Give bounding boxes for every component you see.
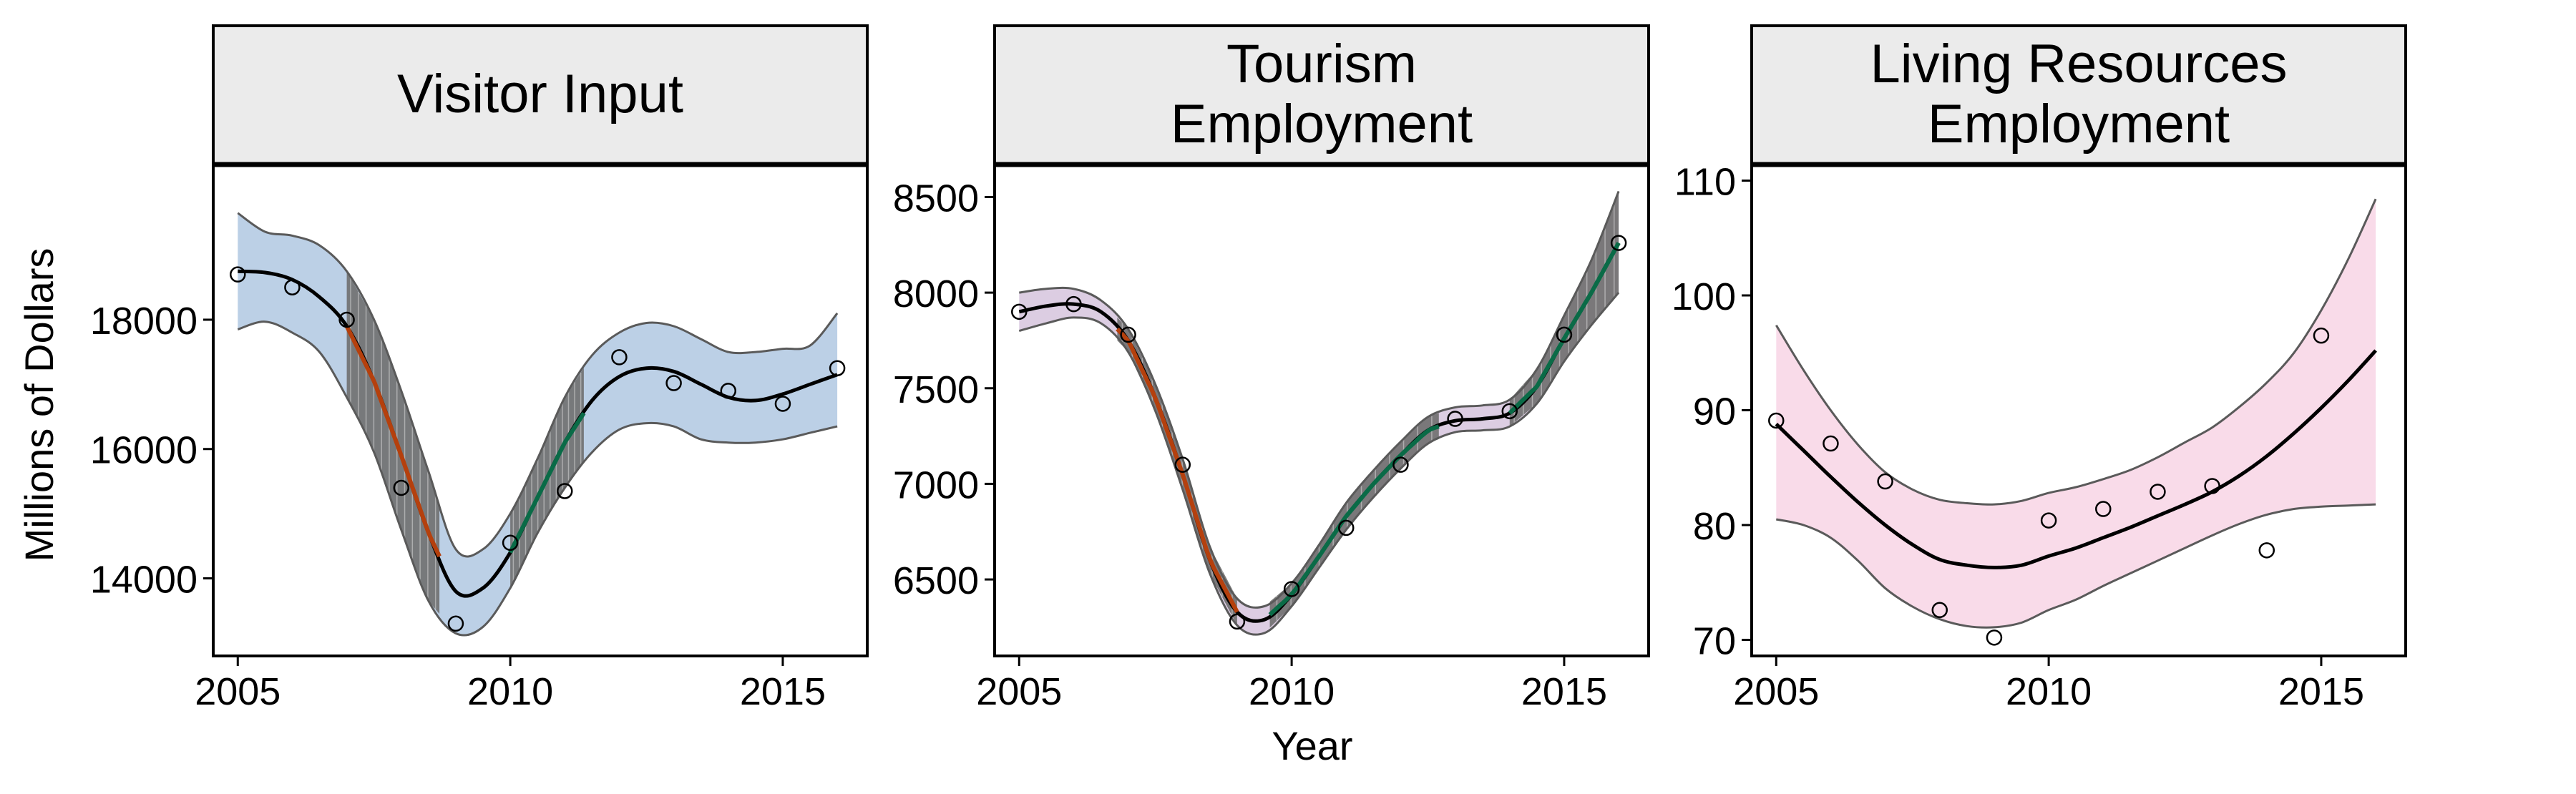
data-point — [2095, 501, 2112, 517]
x-tick-label: 2015 — [2278, 670, 2364, 713]
facet-strip — [1750, 24, 2407, 166]
x-tick-label: 2005 — [195, 670, 280, 713]
data-point — [502, 534, 519, 552]
data-point — [774, 396, 791, 412]
band-lower-edge — [1775, 503, 2376, 629]
y-tick-label: 8500 — [893, 177, 979, 220]
facet-title: Employment — [1171, 94, 1473, 155]
data-point — [1120, 326, 1136, 343]
data-point — [1556, 326, 1573, 343]
data-point — [829, 360, 846, 376]
data-point — [2258, 542, 2275, 559]
band-lower-edge — [1018, 292, 1620, 636]
data-point — [1392, 456, 1409, 473]
x-tick-label: 2005 — [976, 670, 1062, 713]
facet-title: Visitor Input — [397, 64, 683, 124]
panel-border — [993, 163, 1650, 657]
data-point — [1338, 519, 1355, 536]
plot-area — [1011, 190, 1627, 636]
x-tick-label: 2005 — [1733, 670, 1819, 713]
facet-strip — [212, 24, 869, 166]
y-tick-label: 16000 — [90, 429, 197, 472]
facet-title: Living Resources — [1870, 34, 2288, 94]
data-point — [1931, 602, 1948, 619]
data-point — [2040, 512, 2057, 529]
y-tick-label: 100 — [1672, 275, 1736, 318]
data-point — [1229, 613, 1246, 630]
x-axis-title: Year — [1272, 723, 1352, 768]
y-axis-title: Millions of Dollars — [16, 248, 62, 562]
y-tick-label: 7500 — [893, 368, 979, 411]
x-tick-label: 2010 — [2006, 670, 2092, 713]
plot-area — [230, 212, 846, 637]
data-point — [1065, 295, 1082, 313]
data-point — [665, 375, 682, 391]
data-point — [1877, 473, 1893, 490]
data-point — [1768, 412, 1785, 429]
significant-change-region — [1269, 413, 1439, 628]
band-upper-edge — [1775, 198, 2377, 506]
data-point — [338, 311, 355, 328]
y-tick-label: 18000 — [90, 300, 197, 343]
significant-decrease-line — [344, 325, 441, 558]
data-point — [2150, 484, 2166, 500]
data-point — [1283, 581, 1300, 597]
y-tick-label: 70 — [1693, 620, 1736, 663]
data-point — [1011, 303, 1028, 320]
y-tick-label: 110 — [1674, 160, 1736, 203]
y-tick-label: 7000 — [893, 464, 979, 506]
band-upper-edge — [237, 212, 839, 558]
data-point — [720, 383, 737, 399]
data-point — [393, 479, 410, 496]
data-point — [1610, 235, 1627, 251]
x-tick-label: 2010 — [467, 670, 553, 713]
band-upper-edge — [1019, 190, 1620, 609]
facet-title: Employment — [1928, 94, 2230, 155]
significant-increase-line — [1508, 242, 1621, 415]
data-point — [1823, 435, 1839, 452]
data-point — [1986, 629, 2003, 646]
data-point — [447, 615, 464, 632]
facet-strip — [993, 24, 1650, 166]
x-tick-label: 2015 — [1521, 670, 1607, 713]
data-point — [2313, 327, 2330, 344]
data-point — [557, 483, 573, 499]
band-lower-edge — [237, 320, 838, 637]
y-tick-label: 90 — [1693, 391, 1736, 433]
y-tick-label: 14000 — [90, 559, 197, 602]
significant-change-region — [346, 271, 440, 614]
significant-change-region — [1509, 191, 1619, 427]
plot-area — [1768, 198, 2377, 646]
x-tick-label: 2015 — [740, 670, 826, 713]
confidence-band — [1776, 199, 2376, 628]
data-point — [1174, 456, 1191, 473]
y-tick-label: 8000 — [893, 273, 979, 315]
data-point — [284, 279, 301, 295]
data-point — [1447, 411, 1463, 427]
data-point — [611, 349, 628, 366]
data-point — [2204, 478, 2220, 494]
confidence-band — [238, 212, 838, 636]
facet-title: Tourism — [1226, 34, 1417, 94]
data-point — [1501, 403, 1518, 420]
data-point — [230, 266, 246, 283]
trend-line — [1775, 349, 2377, 569]
x-tick-label: 2010 — [1249, 670, 1335, 713]
panel-visitor-input: Visitor Input 14000 16000 18000 2005 2010 2015 — [90, 24, 869, 713]
y-tick-label: 80 — [1693, 505, 1736, 548]
significant-increase-line — [508, 412, 586, 554]
y-tick-label: 6500 — [893, 559, 979, 602]
